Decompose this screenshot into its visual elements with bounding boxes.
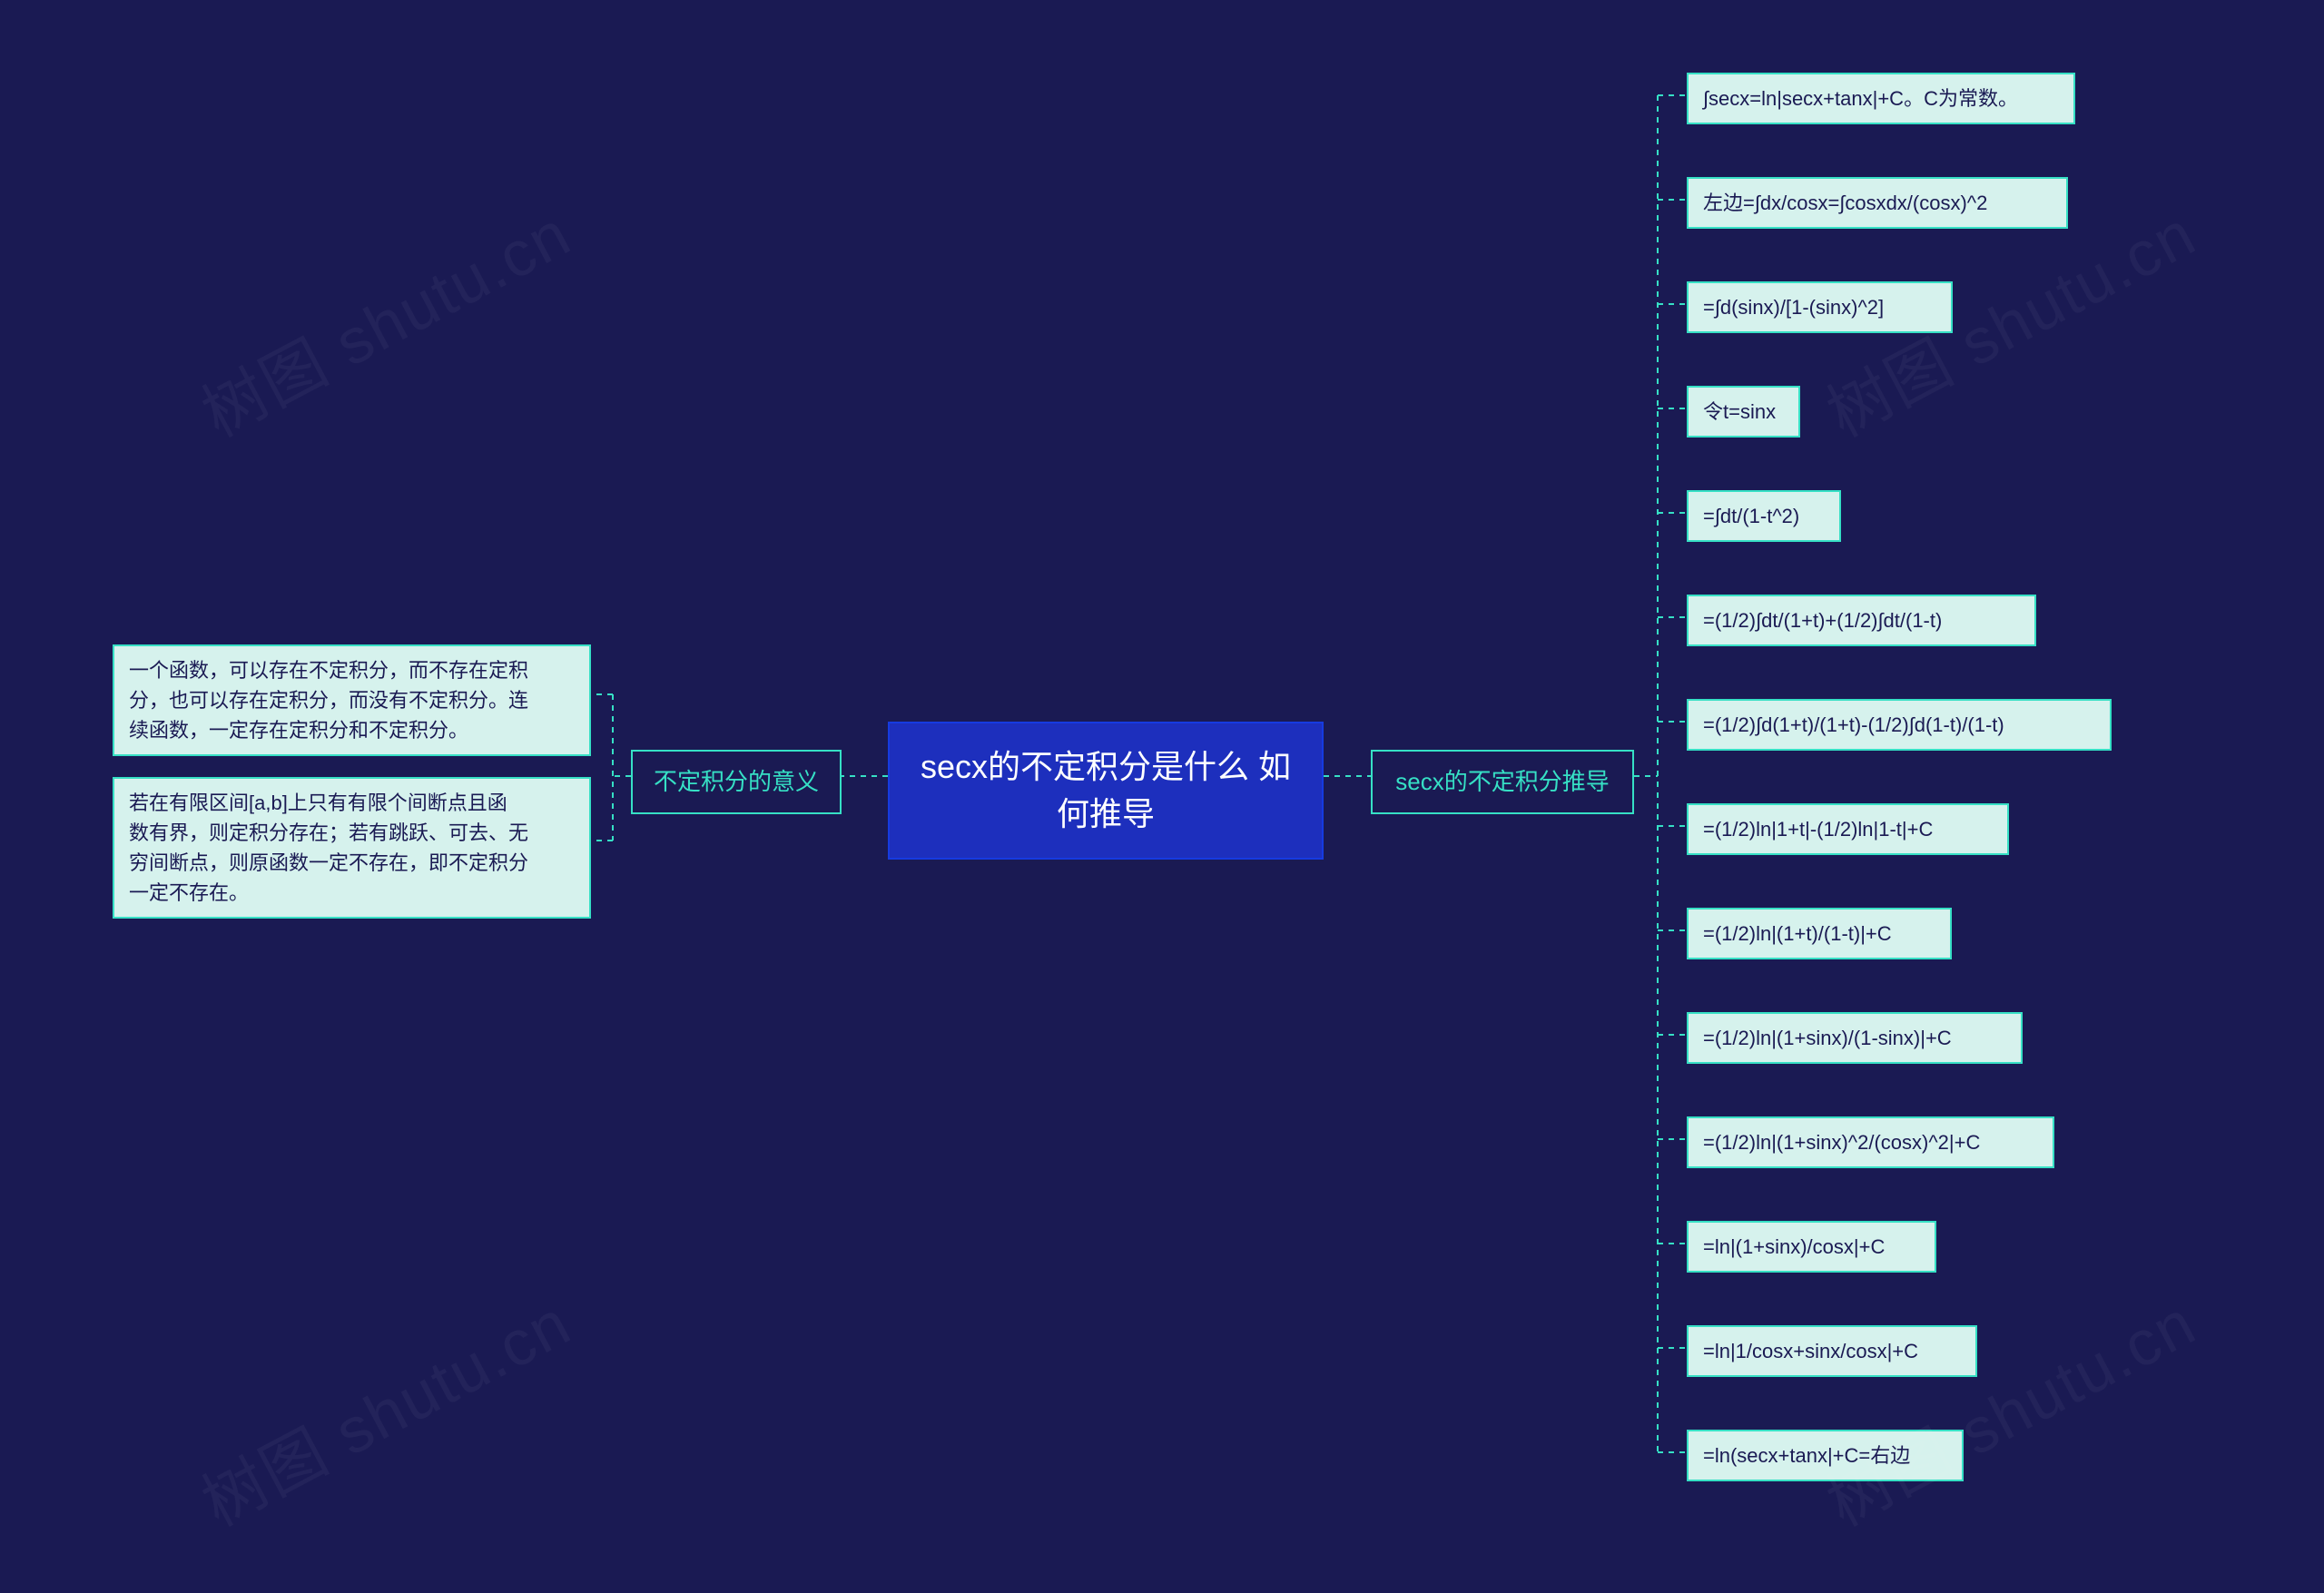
left-branch-node: 不定积分的意义 (631, 750, 842, 814)
watermark-3: 树图 shutu.cn (1809, 1273, 2210, 1544)
right-leaf-8: =(1/2)ln|(1+t)/(1-t)|+C (1687, 908, 1952, 959)
right-leaf-13: =ln(secx+tanx|+C=右边 (1687, 1430, 1964, 1481)
right-branch-node: secx的不定积分推导 (1371, 750, 1634, 814)
left-leaf-1: 若在有限区间[a,b]上只有有限个间断点且函 数有界，则定积分存在；若有跳跃、可… (113, 777, 591, 919)
right-leaf-10: =(1/2)ln|(1+sinx)^2/(cosx)^2|+C (1687, 1116, 2054, 1168)
right-leaf-4: =∫dt/(1-t^2) (1687, 490, 1841, 542)
right-leaf-11: =ln|(1+sinx)/cosx|+C (1687, 1221, 1936, 1273)
right-leaf-6: =(1/2)∫d(1+t)/(1+t)-(1/2)∫d(1-t)/(1-t) (1687, 699, 2112, 751)
right-leaf-1: 左边=∫dx/cosx=∫cosxdx/(cosx)^2 (1687, 177, 2068, 229)
right-leaf-12: =ln|1/cosx+sinx/cosx|+C (1687, 1325, 1977, 1377)
right-leaf-7: =(1/2)ln|1+t|-(1/2)ln|1-t|+C (1687, 803, 2009, 855)
left-leaf-0: 一个函数，可以存在不定积分，而不存在定积 分，也可以存在定积分，而没有不定积分。… (113, 644, 591, 756)
right-leaf-2: =∫d(sinx)/[1-(sinx)^2] (1687, 281, 1953, 333)
right-leaf-0: ∫secx=ln|secx+tanx|+C。C为常数。 (1687, 73, 2075, 124)
watermark-0: 树图 shutu.cn (184, 183, 585, 455)
watermark-1: 树图 shutu.cn (184, 1273, 585, 1544)
right-leaf-5: =(1/2)∫dt/(1+t)+(1/2)∫dt/(1-t) (1687, 595, 2036, 646)
right-leaf-3: 令t=sinx (1687, 386, 1800, 438)
root-node: secx的不定积分是什么 如 何推导 (888, 722, 1324, 860)
right-leaf-9: =(1/2)ln|(1+sinx)/(1-sinx)|+C (1687, 1012, 2023, 1064)
